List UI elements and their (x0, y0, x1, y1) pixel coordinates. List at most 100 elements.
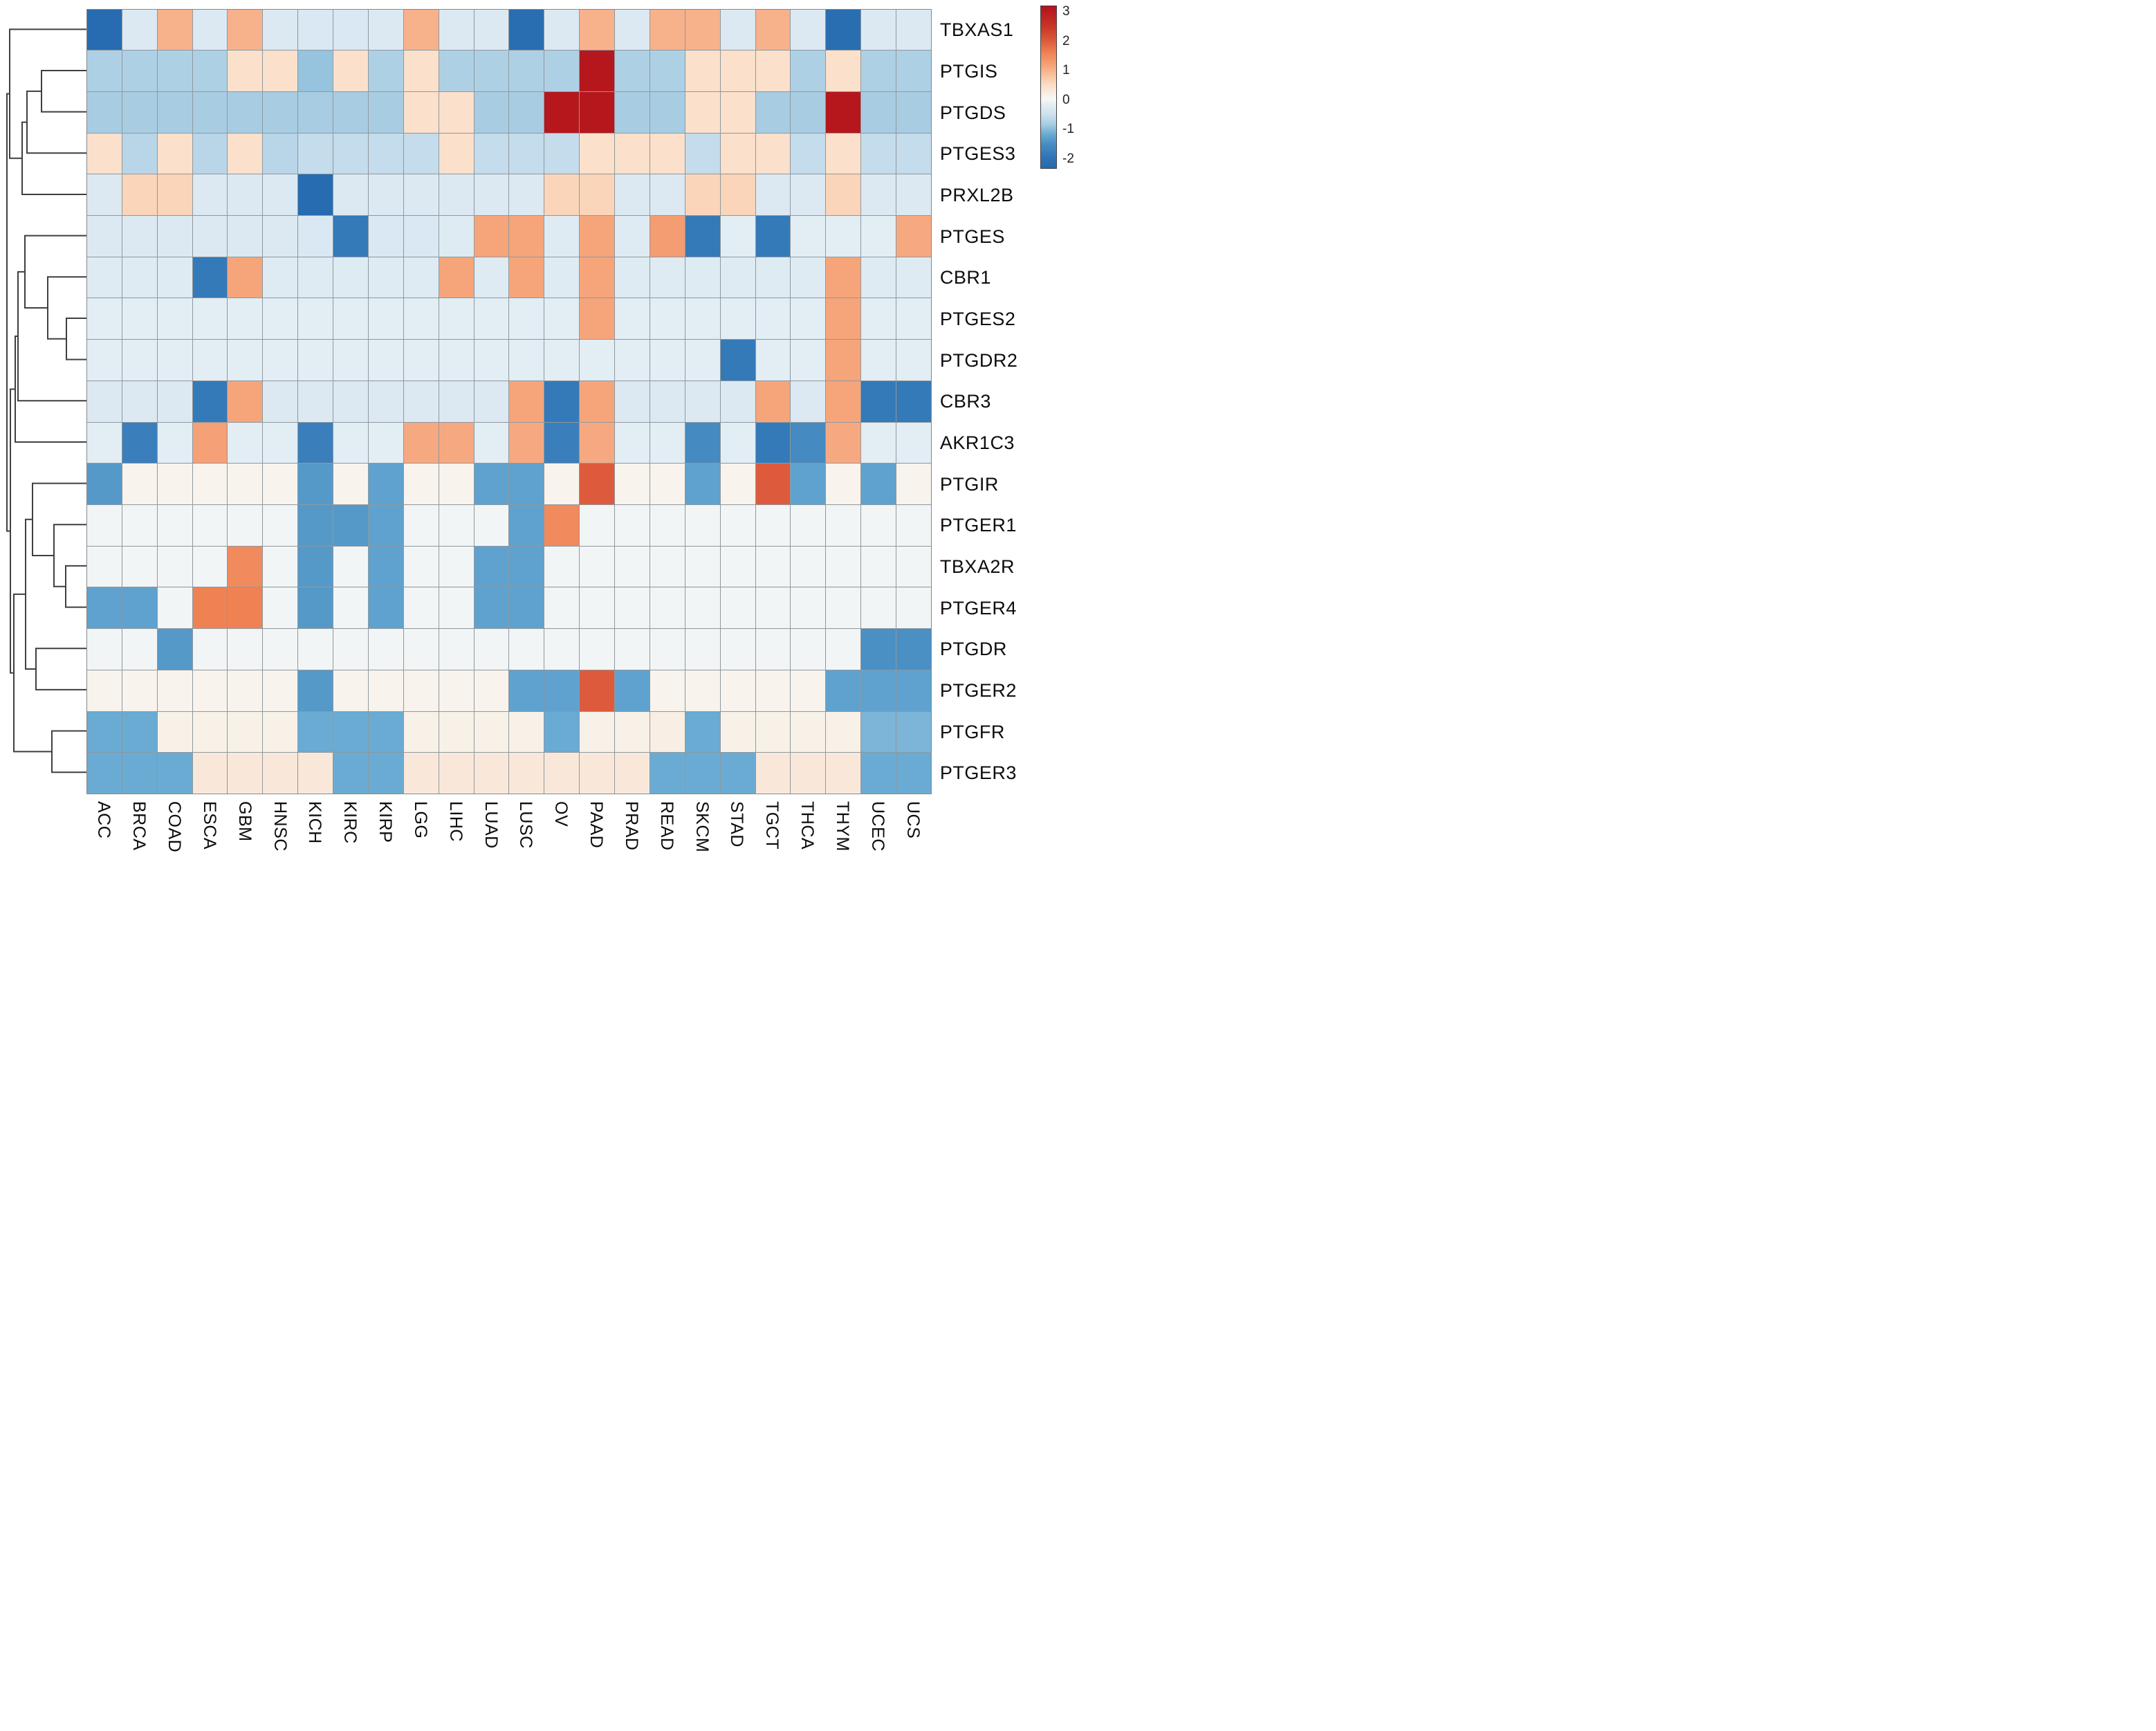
heatmap-cell-PTGES3-PRAD[interactable] (615, 133, 649, 174)
heatmap-cell-CBR3-READ[interactable] (649, 381, 685, 422)
heatmap-cell-PTGES-TGCT[interactable] (755, 216, 791, 257)
heatmap-cell-PTGES-KICH[interactable] (298, 216, 333, 257)
heatmap-cell-PRXL2B-UCEC[interactable] (861, 174, 896, 216)
heatmap-cell-PTGIS-OV[interactable] (544, 51, 580, 91)
heatmap-cell-PTGDS-LUAD[interactable] (474, 91, 509, 133)
heatmap-cell-PTGDR-LUSC[interactable] (509, 629, 544, 670)
heatmap-cell-AKR1C3-HNSC[interactable] (263, 422, 298, 464)
heatmap-cell-PTGIS-TGCT[interactable] (755, 51, 791, 91)
heatmap-cell-PTGES2-THCA[interactable] (791, 298, 826, 340)
heatmap-cell-PTGER4-OV[interactable] (544, 587, 580, 629)
heatmap-cell-PTGES2-TGCT[interactable] (755, 298, 791, 340)
heatmap-cell-CBR3-LUSC[interactable] (509, 381, 544, 422)
heatmap-cell-PTGER1-THYM[interactable] (826, 505, 861, 546)
heatmap-cell-PTGIR-GBM[interactable] (228, 464, 263, 505)
heatmap-cell-PTGER2-THYM[interactable] (826, 670, 861, 711)
heatmap-cell-PTGDS-LGG[interactable] (403, 91, 439, 133)
heatmap-cell-PTGDS-TGCT[interactable] (755, 91, 791, 133)
heatmap-cell-AKR1C3-THYM[interactable] (826, 422, 861, 464)
heatmap-cell-PTGER3-OV[interactable] (544, 753, 580, 794)
heatmap-cell-PTGER4-SKCM[interactable] (685, 587, 720, 629)
heatmap-cell-PTGIS-THYM[interactable] (826, 51, 861, 91)
heatmap-cell-PTGES-LUAD[interactable] (474, 216, 509, 257)
heatmap-cell-TBXA2R-KICH[interactable] (298, 546, 333, 587)
heatmap-cell-TBXA2R-STAD[interactable] (720, 546, 755, 587)
heatmap-cell-PTGDS-UCEC[interactable] (861, 91, 896, 133)
heatmap-cell-PRXL2B-ACC[interactable] (87, 174, 122, 216)
heatmap-cell-PTGES3-PAAD[interactable] (580, 133, 615, 174)
heatmap-cell-PTGFR-ESCA[interactable] (192, 711, 228, 753)
heatmap-cell-PTGDS-UCS[interactable] (896, 91, 931, 133)
heatmap-cell-PTGER3-TGCT[interactable] (755, 753, 791, 794)
heatmap-cell-TBXAS1-PRAD[interactable] (615, 9, 649, 51)
heatmap-cell-PTGDS-STAD[interactable] (720, 91, 755, 133)
heatmap-cell-PTGFR-OV[interactable] (544, 711, 580, 753)
heatmap-cell-CBR1-KIRP[interactable] (368, 257, 403, 298)
heatmap-cell-CBR3-KIRP[interactable] (368, 381, 403, 422)
heatmap-cell-PTGES3-ESCA[interactable] (192, 133, 228, 174)
heatmap-cell-PTGER3-ESCA[interactable] (192, 753, 228, 794)
heatmap-cell-TBXAS1-PAAD[interactable] (580, 9, 615, 51)
heatmap-cell-PTGIR-UCS[interactable] (896, 464, 931, 505)
heatmap-cell-PRXL2B-LUAD[interactable] (474, 174, 509, 216)
heatmap-cell-AKR1C3-ESCA[interactable] (192, 422, 228, 464)
heatmap-cell-PTGER1-KICH[interactable] (298, 505, 333, 546)
heatmap-cell-PTGDR-LGG[interactable] (403, 629, 439, 670)
heatmap-cell-PTGER2-LGG[interactable] (403, 670, 439, 711)
heatmap-cell-PTGFR-BRCA[interactable] (122, 711, 157, 753)
heatmap-cell-PTGER4-KICH[interactable] (298, 587, 333, 629)
heatmap-cell-PTGES-PAAD[interactable] (580, 216, 615, 257)
heatmap-cell-PTGDR2-HNSC[interactable] (263, 340, 298, 381)
heatmap-cell-PTGFR-KICH[interactable] (298, 711, 333, 753)
heatmap-cell-PTGES3-KIRC[interactable] (333, 133, 368, 174)
heatmap-cell-TBXA2R-GBM[interactable] (228, 546, 263, 587)
heatmap-cell-PTGER4-STAD[interactable] (720, 587, 755, 629)
heatmap-cell-PTGES3-KICH[interactable] (298, 133, 333, 174)
heatmap-cell-PTGER1-GBM[interactable] (228, 505, 263, 546)
heatmap-cell-PTGDS-KIRC[interactable] (333, 91, 368, 133)
heatmap-cell-CBR3-LUAD[interactable] (474, 381, 509, 422)
heatmap-cell-PTGIS-PRAD[interactable] (615, 51, 649, 91)
heatmap-cell-CBR3-THCA[interactable] (791, 381, 826, 422)
heatmap-cell-TBXA2R-TGCT[interactable] (755, 546, 791, 587)
heatmap-cell-PTGES-THYM[interactable] (826, 216, 861, 257)
heatmap-cell-PTGFR-UCEC[interactable] (861, 711, 896, 753)
heatmap-cell-TBXAS1-THYM[interactable] (826, 9, 861, 51)
heatmap-cell-CBR1-KICH[interactable] (298, 257, 333, 298)
heatmap-cell-PTGER1-ESCA[interactable] (192, 505, 228, 546)
heatmap-cell-AKR1C3-SKCM[interactable] (685, 422, 720, 464)
heatmap-cell-TBXAS1-THCA[interactable] (791, 9, 826, 51)
heatmap-cell-PTGER2-OV[interactable] (544, 670, 580, 711)
heatmap-cell-PTGER3-GBM[interactable] (228, 753, 263, 794)
heatmap-cell-PTGDS-HNSC[interactable] (263, 91, 298, 133)
heatmap-cell-TBXA2R-BRCA[interactable] (122, 546, 157, 587)
heatmap-cell-CBR1-GBM[interactable] (228, 257, 263, 298)
heatmap-cell-TBXA2R-KIRP[interactable] (368, 546, 403, 587)
heatmap-cell-AKR1C3-UCEC[interactable] (861, 422, 896, 464)
heatmap-cell-PTGER4-LUSC[interactable] (509, 587, 544, 629)
heatmap-cell-PTGIR-PRAD[interactable] (615, 464, 649, 505)
heatmap-cell-PTGER4-KIRC[interactable] (333, 587, 368, 629)
heatmap-cell-PTGES2-LUAD[interactable] (474, 298, 509, 340)
heatmap-cell-PTGES-ESCA[interactable] (192, 216, 228, 257)
heatmap-cell-CBR1-THCA[interactable] (791, 257, 826, 298)
heatmap-cell-PTGIS-LGG[interactable] (403, 51, 439, 91)
heatmap-cell-PTGDR2-ESCA[interactable] (192, 340, 228, 381)
heatmap-cell-PTGIR-HNSC[interactable] (263, 464, 298, 505)
heatmap-cell-AKR1C3-THCA[interactable] (791, 422, 826, 464)
heatmap-cell-PTGIS-KIRP[interactable] (368, 51, 403, 91)
heatmap-cell-PTGDR-THYM[interactable] (826, 629, 861, 670)
heatmap-cell-PTGDR2-LIHC[interactable] (439, 340, 474, 381)
heatmap-cell-TBXA2R-LGG[interactable] (403, 546, 439, 587)
heatmap-cell-PRXL2B-LGG[interactable] (403, 174, 439, 216)
heatmap-cell-TBXAS1-LUAD[interactable] (474, 9, 509, 51)
heatmap-cell-PRXL2B-OV[interactable] (544, 174, 580, 216)
heatmap-cell-PTGER1-BRCA[interactable] (122, 505, 157, 546)
heatmap-cell-PTGES-STAD[interactable] (720, 216, 755, 257)
heatmap-cell-PTGFR-PRAD[interactable] (615, 711, 649, 753)
heatmap-cell-PTGER4-BRCA[interactable] (122, 587, 157, 629)
heatmap-cell-PTGER3-KIRC[interactable] (333, 753, 368, 794)
heatmap-cell-PTGES2-ACC[interactable] (87, 298, 122, 340)
heatmap-cell-TBXA2R-READ[interactable] (649, 546, 685, 587)
heatmap-cell-PTGIR-KIRC[interactable] (333, 464, 368, 505)
